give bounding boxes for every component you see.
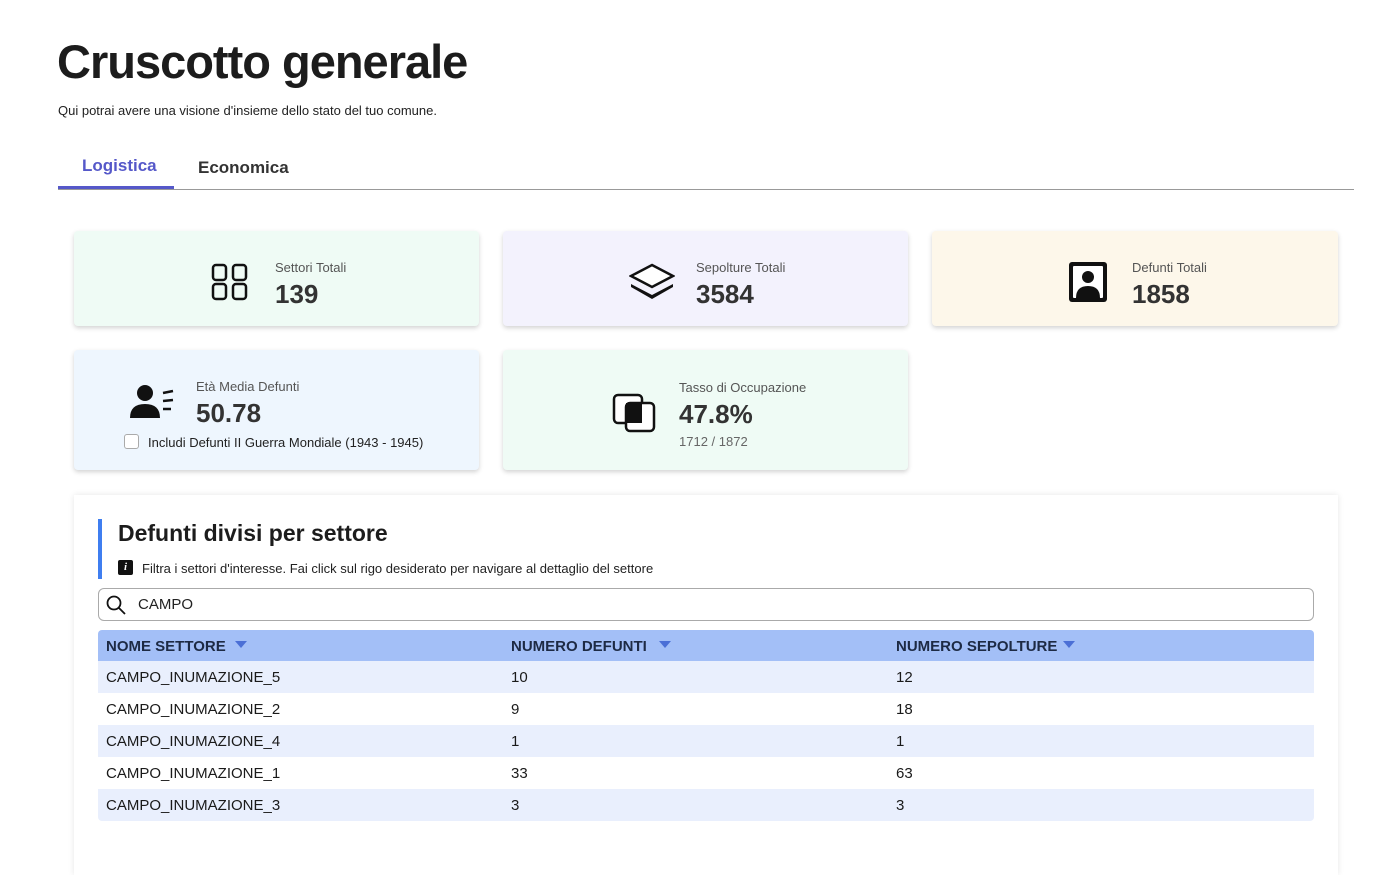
checkbox-label[interactable]: Includi Defunti II Guerra Mondiale (1943… <box>148 435 424 450</box>
table-cell: CAMPO_INUMAZIONE_3 <box>106 797 281 814</box>
stat-card: Età Media Defunti 50.78 Includi Defunti … <box>74 350 479 470</box>
card-value: 1858 <box>1132 279 1190 309</box>
card-label: Settori Totali <box>275 260 347 275</box>
table-cell: 18 <box>896 701 913 718</box>
tab-indicator <box>58 186 174 189</box>
tab-active[interactable]: Logistica <box>82 156 157 175</box>
table-cell: CAMPO_INUMAZIONE_4 <box>106 733 281 750</box>
stat-card: Sepolture Totali 3584 <box>503 231 908 326</box>
table-cell: 9 <box>511 701 520 718</box>
column-header[interactable]: NUMERO SEPOLTURE <box>896 638 1058 655</box>
stat-card: Settori Totali 139 <box>74 231 479 326</box>
table-row[interactable]: CAMPO_INUMAZIONE_2 9 18 <box>98 693 1314 725</box>
table-header: NOME SETTORE NUMERO DEFUNTI NUMERO SEPOL… <box>98 630 1314 661</box>
table-row[interactable]: CAMPO_INUMAZIONE_4 1 1 <box>98 725 1314 757</box>
stat-card: Defunti Totali 1858 <box>932 231 1338 326</box>
table-cell: 63 <box>896 765 913 782</box>
icon-layers <box>629 263 675 299</box>
table-row[interactable]: CAMPO_INUMAZIONE_5 10 12 <box>98 661 1314 693</box>
search-icon <box>106 595 126 615</box>
table-cell: 1 <box>511 733 520 750</box>
table-cell: 1 <box>896 733 905 750</box>
section-accent <box>98 519 102 579</box>
table-cell: 10 <box>511 669 528 686</box>
section-info: Filtra i settori d'interesse. Fai click … <box>142 561 654 576</box>
card-value: 3584 <box>696 279 754 309</box>
sort-icon[interactable] <box>235 641 247 648</box>
tab-divider <box>58 189 1354 190</box>
table-cell: CAMPO_INUMAZIONE_5 <box>106 669 281 686</box>
card-label: Defunti Totali <box>1132 260 1207 275</box>
checkbox[interactable] <box>124 434 139 449</box>
column-header[interactable]: NUMERO DEFUNTI <box>511 638 647 655</box>
search-value[interactable]: CAMPO <box>138 596 194 613</box>
page: Cruscotto generale Qui potrai avere una … <box>57 35 1354 821</box>
column-header[interactable]: NOME SETTORE <box>106 638 226 655</box>
icon-squares <box>612 393 656 433</box>
card-label: Età Media Defunti <box>196 379 300 394</box>
icon-person <box>1069 262 1107 302</box>
table-cell: 12 <box>896 669 913 686</box>
card-label: Tasso di Occupazione <box>679 380 807 395</box>
table-cell: 33 <box>511 765 528 782</box>
table-cell: 3 <box>896 797 905 814</box>
table-cell: 3 <box>511 797 520 814</box>
card-value: 139 <box>275 279 319 309</box>
table-row[interactable]: CAMPO_INUMAZIONE_3 3 3 <box>98 789 1314 821</box>
tab[interactable]: Economica <box>198 158 289 177</box>
search-box[interactable]: CAMPO <box>98 588 1314 621</box>
sort-icon[interactable] <box>659 641 671 648</box>
stat-card: Tasso di Occupazione 47.8% 1712 / 1872 <box>503 350 908 470</box>
table-cell: CAMPO_INUMAZIONE_1 <box>106 765 281 782</box>
card-value: 47.8% <box>679 399 753 429</box>
table-cell: CAMPO_INUMAZIONE_2 <box>106 701 281 718</box>
sort-icon[interactable] <box>1063 641 1075 648</box>
card-label: Sepolture Totali <box>696 260 786 275</box>
card-detail: 1712 / 1872 <box>679 434 748 449</box>
section-title: Defunti divisi per settore <box>118 520 388 546</box>
icon-grid <box>211 263 248 301</box>
page-title: Cruscotto generale <box>57 35 468 88</box>
card-value: 50.78 <box>196 398 262 428</box>
info-icon: i <box>118 560 133 575</box>
table-row[interactable]: CAMPO_INUMAZIONE_1 33 63 <box>98 757 1314 789</box>
page-subtitle: Qui potrai avere una visione d'insieme d… <box>58 103 437 118</box>
icon-people <box>130 385 174 418</box>
